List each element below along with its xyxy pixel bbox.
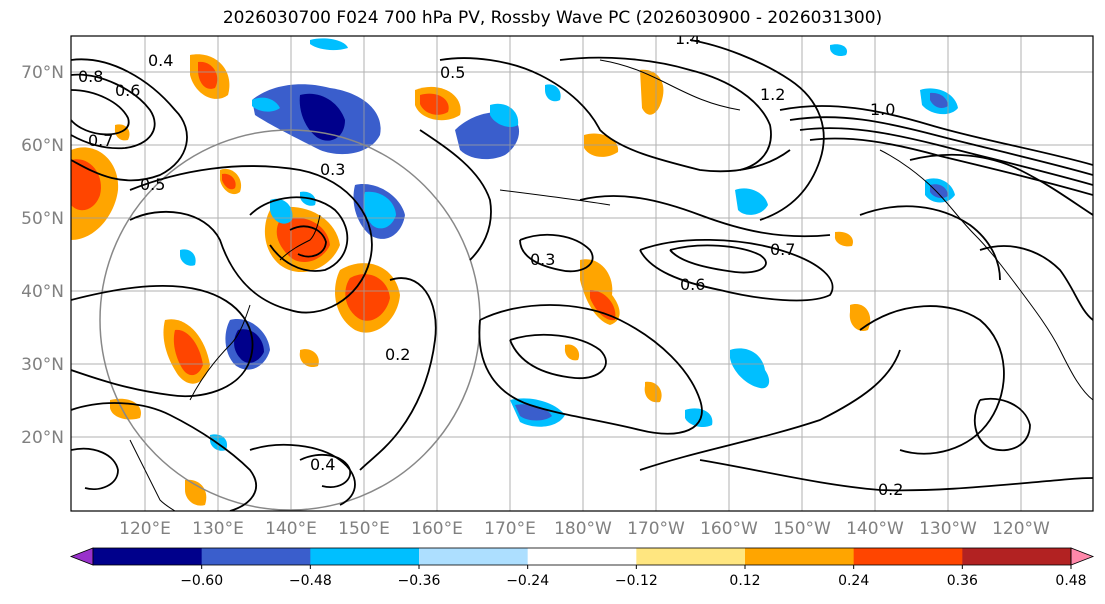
- colorbar-tick-label: 0.48: [1055, 573, 1086, 589]
- lon-label: 150°E: [338, 519, 390, 539]
- latitude-labels: 70°N 60°N 50°N 40°N 30°N 20°N: [21, 63, 64, 448]
- contour-label: 0.2: [878, 480, 903, 499]
- colorbar: [69, 547, 1095, 566]
- colorbar-swatch: [745, 548, 855, 565]
- contour-label: 0.2: [385, 345, 410, 364]
- contour-label: 0.7: [770, 240, 795, 259]
- lon-label: 140°E: [265, 519, 317, 539]
- contour-labels: 0.8 0.4 0.6 0.7 0.5 0.3 0.2 1.0 1.2 1.4 …: [78, 29, 903, 499]
- map-title: 2026030700 F024 700 hPa PV, Rossby Wave …: [222, 8, 883, 28]
- colorbar-tick-label: −0.12: [615, 573, 658, 589]
- contour-label: 1.2: [760, 85, 785, 104]
- colorbar-tick-label: −0.24: [506, 573, 549, 589]
- lon-label: 160°E: [411, 519, 463, 539]
- lat-label: 60°N: [21, 136, 64, 156]
- colorbar-swatch: [853, 548, 963, 565]
- lon-label: 180°W: [554, 519, 612, 539]
- colorbar-ticks: −0.60 −0.48 −0.36 −0.24 −0.12 0.12 0.24 0.36 0.4…: [180, 565, 1087, 589]
- colorbar-tick-label: −0.36: [398, 573, 441, 589]
- colorbar-swatch: [527, 548, 637, 565]
- lon-label: 160°W: [700, 519, 758, 539]
- lat-label: 20°N: [21, 428, 64, 448]
- contour-label: 0.3: [530, 250, 555, 269]
- graticule: [71, 36, 1093, 511]
- colorbar-swatch: [962, 548, 1072, 565]
- colorbar-tick-label: 0.24: [838, 573, 869, 589]
- lon-label: 130°E: [192, 519, 244, 539]
- lon-label: 170°E: [484, 519, 536, 539]
- colorbar-tick-label: −0.60: [180, 573, 223, 589]
- colorbar-tick-label: −0.48: [289, 573, 332, 589]
- colorbar-swatch: [310, 548, 420, 565]
- colorbar-tick-label: 0.12: [729, 573, 760, 589]
- lon-label: 170°W: [627, 519, 685, 539]
- lon-label: 130°W: [919, 519, 977, 539]
- colorbar-frame: [92, 547, 1072, 566]
- contour-label: 0.4: [148, 51, 173, 70]
- colorbar-tick-label: 0.36: [947, 573, 978, 589]
- contour-label: 0.5: [140, 175, 165, 194]
- lon-label: 150°W: [773, 519, 831, 539]
- contour-label: 0.3: [320, 160, 345, 179]
- coastlines: [129, 59, 1093, 511]
- contour-label: 1.0: [870, 100, 895, 119]
- contour-label: 0.6: [115, 81, 140, 100]
- contour-label: 0.4: [310, 455, 335, 474]
- contour-label: 0.5: [440, 63, 465, 82]
- lat-label: 50°N: [21, 209, 64, 229]
- lat-label: 30°N: [21, 355, 64, 375]
- colorbar-extend-high: [1070, 547, 1095, 566]
- colorbar-extend-low: [69, 547, 94, 566]
- lat-label: 40°N: [21, 282, 64, 302]
- pv-contours: [71, 39, 1093, 511]
- contour-label: 0.7: [88, 131, 113, 150]
- plot-frame: [70, 35, 1094, 512]
- lon-label: 120°W: [992, 519, 1050, 539]
- contour-label: 1.4: [675, 29, 700, 48]
- longitude-labels: 120°E 130°E 140°E 150°E 160°E 170°E 180°…: [119, 519, 1050, 539]
- colorbar-swatch: [419, 548, 529, 565]
- lon-label: 140°W: [846, 519, 904, 539]
- lon-label: 120°E: [119, 519, 171, 539]
- contour-label: 0.6: [680, 275, 705, 294]
- colorbar-swatch: [636, 548, 746, 565]
- colorbar-swatch: [93, 548, 203, 565]
- plot-content: 0.8 0.4 0.6 0.7 0.5 0.3 0.2 1.0 1.2 1.4 …: [71, 29, 1093, 511]
- lat-label: 70°N: [21, 63, 64, 83]
- colorbar-swatch: [201, 548, 311, 565]
- contour-label: 0.8: [78, 67, 103, 86]
